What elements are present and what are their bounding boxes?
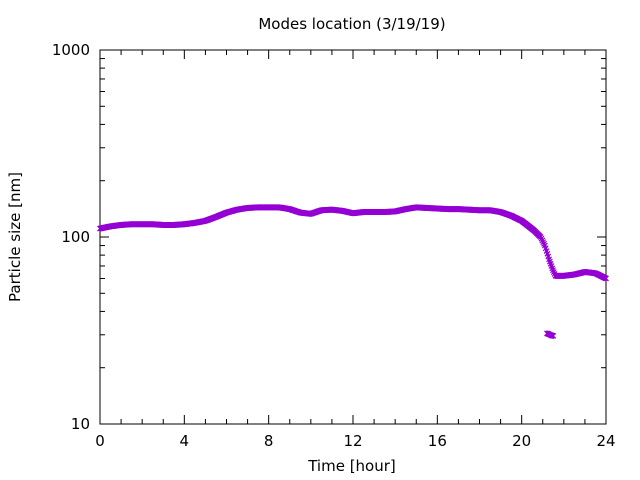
data-points <box>97 204 609 339</box>
x-tick-label: 12 <box>343 432 362 450</box>
plot-frame <box>99 49 607 425</box>
chart-title: Modes location (3/19/19) <box>258 15 445 33</box>
y-tick-label: 10 <box>71 415 90 433</box>
y-tick-label: 1000 <box>52 41 90 59</box>
y-tick-label: 100 <box>61 228 90 246</box>
x-tick-label: 0 <box>95 432 105 450</box>
x-tick-label: 20 <box>512 432 531 450</box>
x-tick-label: 24 <box>596 432 615 450</box>
x-axis: 0 4 8 12 16 20 24 <box>95 50 616 450</box>
x-tick-label: 4 <box>180 432 190 450</box>
x-tick-label: 16 <box>428 432 447 450</box>
y-axis-label: Particle size [nm] <box>6 172 24 302</box>
data-point <box>603 275 609 282</box>
y-axis: 10 100 1000 <box>52 41 606 433</box>
x-tick-label: 8 <box>264 432 274 450</box>
data-point <box>550 332 557 339</box>
x-axis-label: Time [hour] <box>307 457 396 475</box>
